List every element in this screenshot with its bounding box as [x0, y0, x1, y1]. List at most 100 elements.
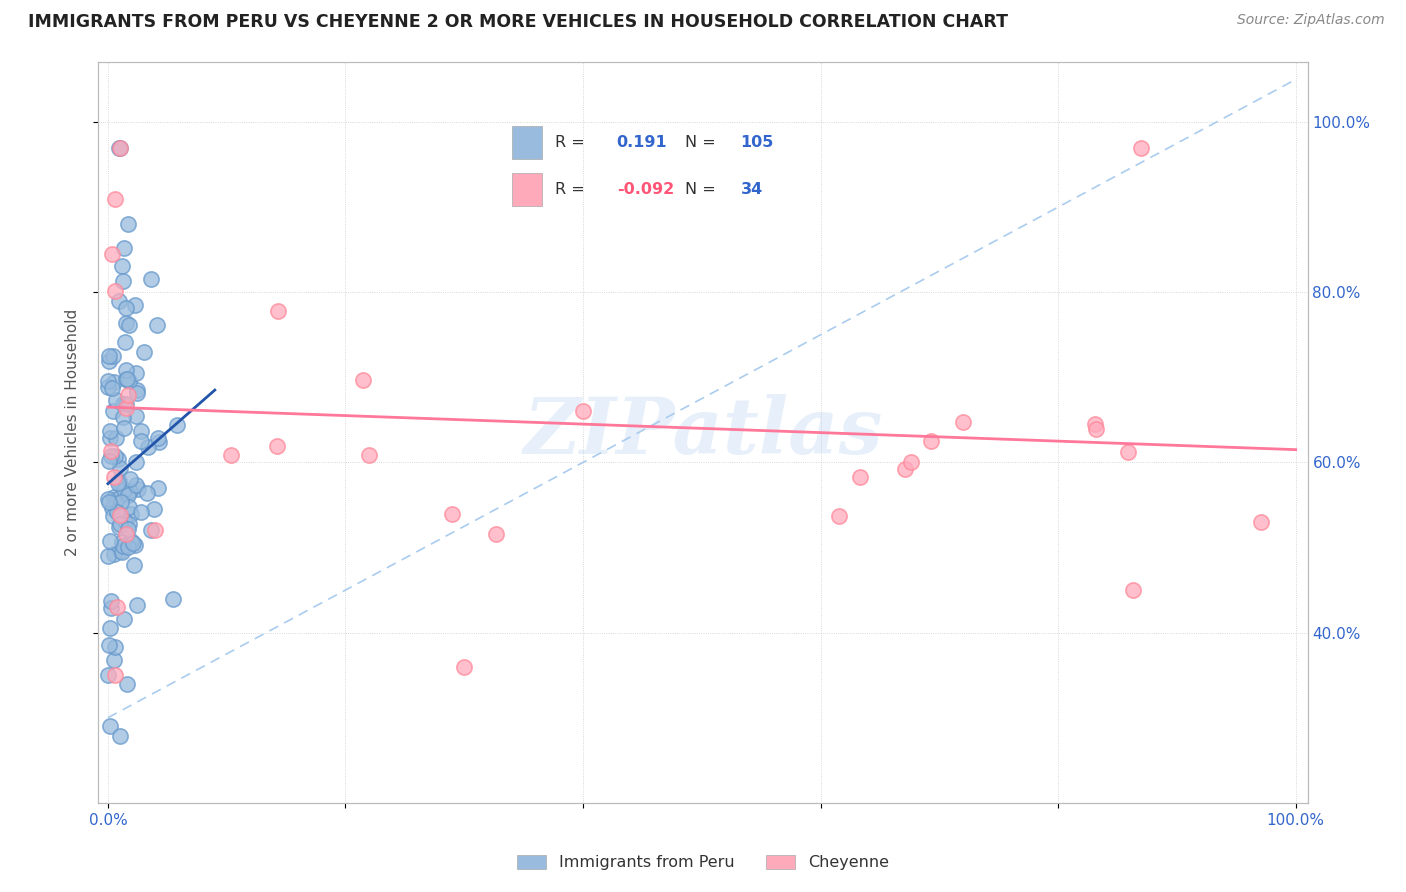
Bar: [512, 173, 543, 206]
Point: [105, 505, 128, 519]
Point: [1116, 445, 1139, 459]
Point: [115, 301, 138, 315]
Point: [122, 558, 145, 573]
Point: [114, 515, 136, 529]
Point: [1085, 422, 1108, 436]
Point: [115, 677, 138, 691]
Point: [112, 539, 135, 553]
Point: [112, 612, 135, 626]
Point: [219, 448, 242, 462]
Point: [131, 505, 153, 519]
Point: [112, 241, 135, 255]
Point: [129, 434, 152, 448]
Point: [148, 435, 170, 450]
Point: [108, 475, 131, 489]
Point: [118, 483, 141, 498]
Point: [117, 522, 139, 536]
Point: [125, 455, 148, 469]
Point: [108, 140, 131, 154]
Point: [571, 403, 593, 417]
Text: R =: R =: [555, 135, 585, 150]
Point: [266, 439, 288, 453]
Point: [1122, 582, 1144, 597]
Point: [124, 538, 146, 552]
Text: Source: ZipAtlas.com: Source: ZipAtlas.com: [1237, 13, 1385, 28]
Point: [849, 470, 872, 484]
Point: [112, 420, 135, 434]
Point: [105, 393, 128, 408]
Point: [103, 490, 125, 504]
Point: [103, 470, 125, 484]
Bar: [512, 126, 543, 159]
Point: [166, 418, 188, 433]
Point: [132, 345, 155, 359]
Point: [117, 217, 139, 231]
Point: [148, 431, 170, 445]
Point: [127, 482, 149, 496]
Text: N =: N =: [685, 182, 716, 197]
Point: [124, 409, 146, 423]
Point: [121, 536, 143, 550]
Point: [125, 478, 148, 492]
Point: [112, 483, 135, 497]
Point: [359, 448, 381, 462]
Point: [104, 668, 127, 682]
Text: IMMIGRANTS FROM PERU VS CHEYENNE 2 OR MORE VEHICLES IN HOUSEHOLD CORRELATION CHA: IMMIGRANTS FROM PERU VS CHEYENNE 2 OR MO…: [28, 13, 1008, 31]
Point: [129, 424, 152, 438]
Point: [108, 140, 131, 154]
Point: [107, 140, 129, 154]
Point: [101, 404, 124, 418]
Text: 105: 105: [741, 135, 773, 150]
Point: [100, 534, 122, 549]
Point: [125, 385, 148, 400]
Text: 0.191: 0.191: [617, 135, 668, 150]
Point: [114, 335, 136, 350]
Point: [143, 502, 166, 516]
Point: [98, 719, 121, 733]
Legend: Immigrants from Peru, Cheyenne: Immigrants from Peru, Cheyenne: [510, 848, 896, 877]
Point: [952, 415, 974, 429]
Point: [100, 621, 122, 635]
Point: [108, 508, 131, 522]
Point: [103, 653, 125, 667]
Point: [104, 192, 127, 206]
Point: [112, 397, 135, 411]
Point: [118, 472, 141, 486]
Point: [98, 638, 121, 652]
Point: [101, 501, 124, 516]
Text: 34: 34: [741, 182, 762, 197]
Point: [111, 259, 134, 273]
Point: [894, 462, 917, 476]
Point: [111, 410, 134, 425]
Point: [114, 401, 136, 415]
Point: [485, 526, 508, 541]
Text: ZIPatlas: ZIPatlas: [523, 394, 883, 471]
Point: [110, 495, 132, 509]
Point: [97, 668, 120, 682]
Text: N =: N =: [685, 135, 716, 150]
Y-axis label: 2 or more Vehicles in Household: 2 or more Vehicles in Household: [65, 309, 80, 557]
Point: [117, 541, 139, 555]
Point: [103, 508, 125, 523]
Point: [115, 362, 138, 376]
Point: [920, 434, 942, 448]
Point: [111, 535, 134, 549]
Point: [136, 486, 159, 500]
Point: [118, 500, 141, 514]
Point: [103, 375, 125, 389]
Point: [1130, 140, 1153, 154]
Text: -0.092: -0.092: [617, 182, 673, 197]
Point: [101, 381, 124, 395]
Point: [115, 527, 138, 541]
Point: [110, 517, 132, 532]
Point: [98, 353, 121, 368]
Point: [101, 349, 124, 363]
Point: [139, 524, 162, 538]
Point: [103, 547, 125, 561]
Point: [118, 517, 141, 532]
Point: [146, 318, 169, 333]
Point: [105, 492, 128, 507]
Point: [100, 425, 122, 439]
Point: [108, 730, 131, 744]
Point: [97, 495, 120, 509]
